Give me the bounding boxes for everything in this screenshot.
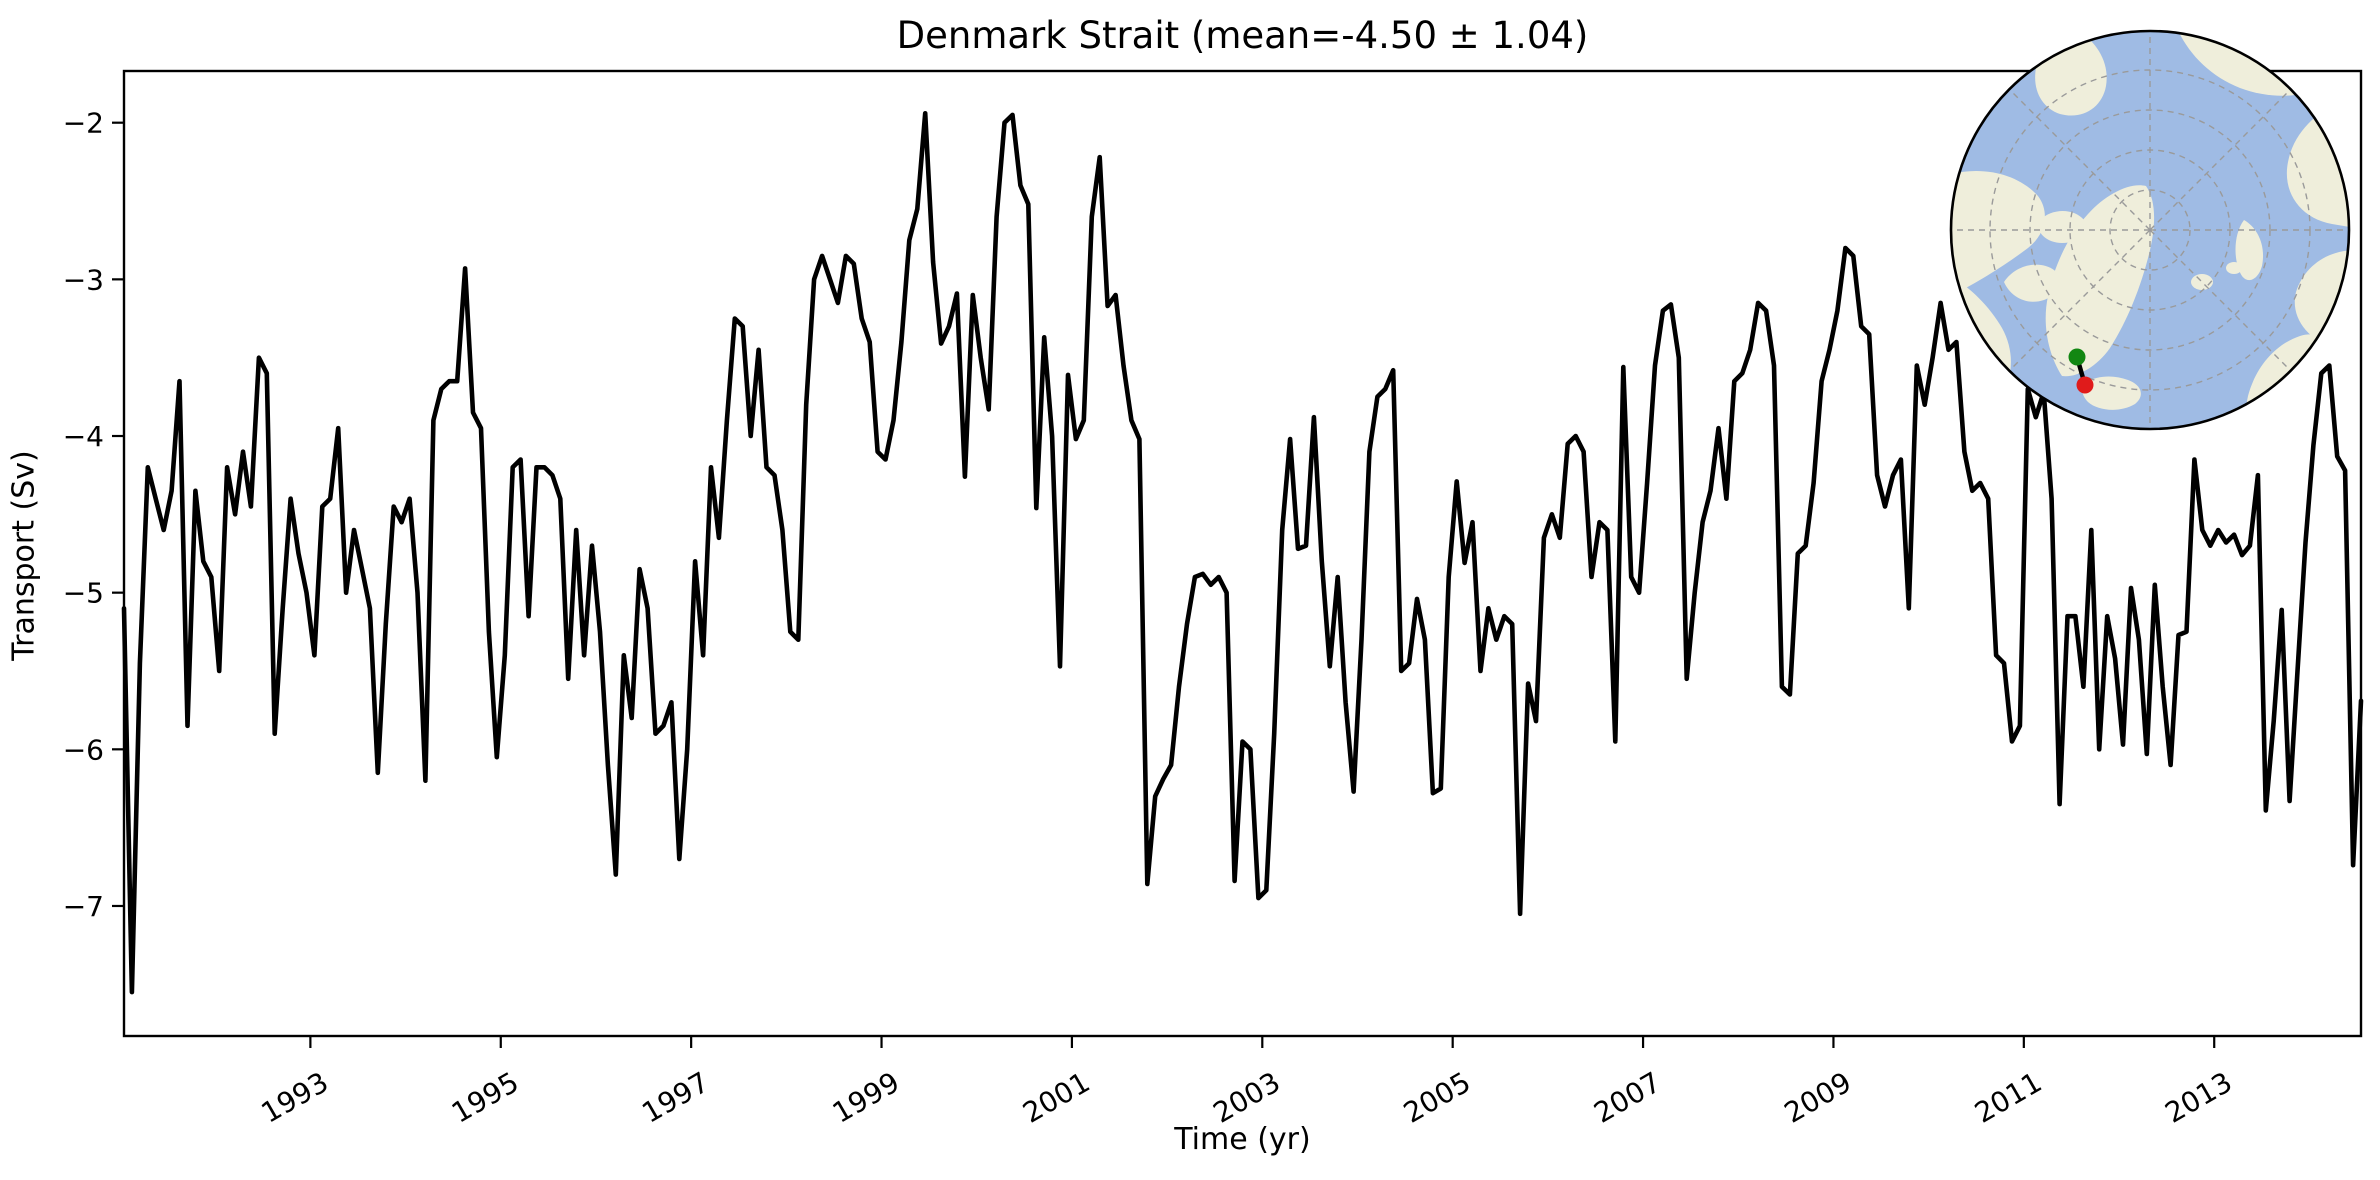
x-axis-ticks: 1993 1995 1997 1999 2001 2003 2005 2007 2009 2011… <box>256 1036 2238 1130</box>
meridian-line <box>2149 88 2292 231</box>
map-rim <box>1949 29 2351 431</box>
x-tick-label: 1997 <box>636 1065 714 1129</box>
novaya-zemlya-island <box>2235 220 2264 281</box>
section-south-endpoint-marker <box>2076 376 2094 394</box>
y-tick-label: −6 <box>63 733 104 766</box>
iceland-landmass <box>2082 376 2141 410</box>
x-tick-label: 2003 <box>1208 1065 1286 1129</box>
x-tick-label: 2011 <box>1969 1065 2047 1129</box>
x-tick-label: 1995 <box>446 1065 524 1129</box>
x-tick-label: 2013 <box>2159 1065 2237 1129</box>
page-title: Denmark Strait (mean=-4.50 ± 1.04) <box>896 14 1589 57</box>
arctic-archipelago-island <box>2038 211 2086 243</box>
x-tick-label: 2005 <box>1398 1065 1476 1129</box>
meridian-line <box>2008 88 2151 231</box>
y-axis-ticks: −2 −3 −4 −5 −6 −7 <box>63 107 124 923</box>
y-tick-label: −7 <box>63 890 104 923</box>
map-graticule <box>1951 31 2349 429</box>
x-tick-label: 1993 <box>256 1065 334 1129</box>
arctic-archipelago-island <box>2004 264 2060 302</box>
y-tick-label: −2 <box>63 107 104 140</box>
transport-series-line <box>121 111 2364 995</box>
section-north-endpoint-marker <box>2068 348 2086 366</box>
meridian-line <box>2149 229 2292 372</box>
meridian-line <box>2008 229 2151 372</box>
y-tick-label: −5 <box>63 577 104 610</box>
y-tick-label: −4 <box>63 420 104 453</box>
x-tick-label: 2001 <box>1017 1065 1095 1129</box>
canada-landmass <box>1951 171 2045 292</box>
latitude-circle <box>2109 189 2191 271</box>
axes-frame <box>122 69 2363 1038</box>
latitude-circle <box>2029 109 2271 351</box>
y-tick-label: −3 <box>63 263 104 296</box>
x-tick-label: 2009 <box>1779 1065 1857 1129</box>
x-axis-label: Time (yr) <box>1174 1122 1311 1157</box>
x-tick-label: 2007 <box>1588 1065 1666 1129</box>
arctic-inset-map <box>1949 29 2351 431</box>
x-tick-label: 1999 <box>827 1065 905 1129</box>
svalbard-island <box>2191 274 2213 290</box>
franz-josef-island <box>2226 262 2242 274</box>
